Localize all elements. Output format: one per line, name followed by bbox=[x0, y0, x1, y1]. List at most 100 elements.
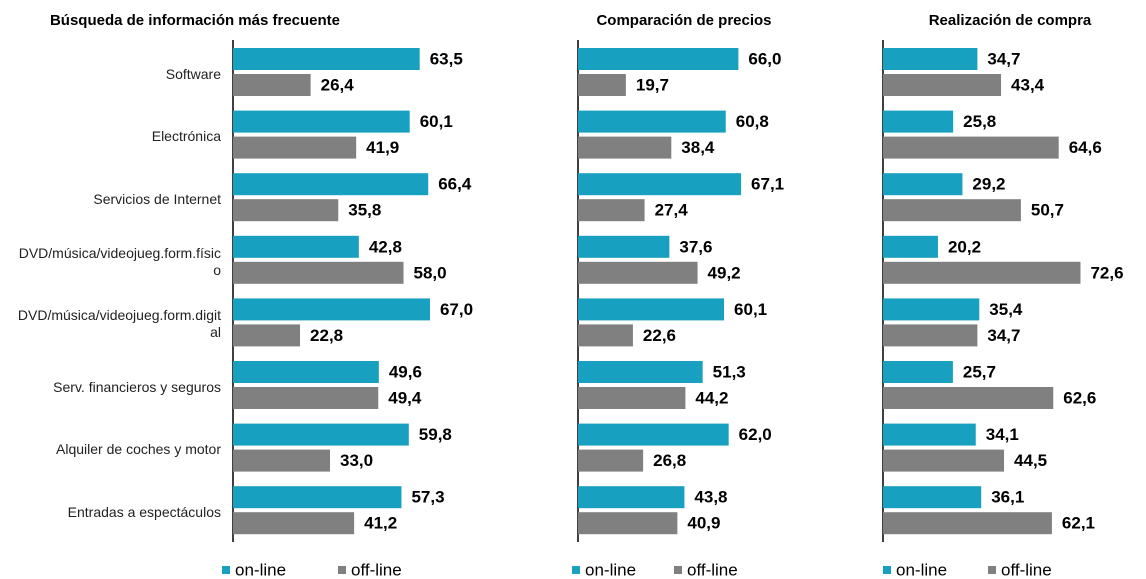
value-label: 22,6 bbox=[643, 326, 676, 345]
bar bbox=[233, 136, 357, 159]
bar bbox=[233, 261, 404, 284]
legend-label: off-line bbox=[351, 560, 402, 579]
value-label: 26,4 bbox=[321, 75, 355, 94]
bar bbox=[233, 74, 311, 96]
bar bbox=[578, 48, 739, 70]
bar bbox=[233, 298, 430, 321]
category-label: Servicios de Internet bbox=[93, 190, 221, 207]
value-label: 38,4 bbox=[681, 138, 715, 157]
value-label: 33,0 bbox=[340, 451, 373, 470]
value-label: 57,3 bbox=[411, 488, 444, 507]
value-label: 63,5 bbox=[430, 49, 463, 68]
value-label: 25,8 bbox=[963, 112, 996, 131]
bar bbox=[233, 361, 379, 383]
category-label: Software bbox=[165, 65, 221, 82]
bar bbox=[883, 486, 982, 509]
value-label: 37,6 bbox=[679, 237, 712, 256]
bar bbox=[883, 361, 953, 383]
bar bbox=[233, 48, 420, 70]
value-label: 34,7 bbox=[987, 326, 1020, 345]
value-label: 29,2 bbox=[972, 175, 1005, 194]
bar bbox=[883, 423, 976, 446]
legend-marker bbox=[338, 566, 346, 574]
bar bbox=[578, 298, 725, 321]
value-label: 26,8 bbox=[653, 451, 686, 470]
value-label: 64,6 bbox=[1069, 138, 1102, 157]
bar bbox=[883, 387, 1054, 409]
value-label: 59,8 bbox=[419, 425, 452, 444]
bar bbox=[233, 486, 402, 509]
value-label: 44,5 bbox=[1014, 451, 1047, 470]
value-label: 42,8 bbox=[369, 237, 402, 256]
bar bbox=[578, 235, 670, 258]
category-label: Serv. financieros y seguros bbox=[53, 378, 221, 395]
bar bbox=[883, 136, 1059, 159]
category-label: DVD/música/videojueg.form.digital bbox=[17, 307, 221, 341]
bar bbox=[578, 173, 742, 196]
bar bbox=[578, 387, 686, 409]
bar bbox=[578, 324, 633, 347]
value-label: 27,4 bbox=[655, 201, 689, 220]
value-label: 36,1 bbox=[991, 488, 1024, 507]
legend-label: on-line bbox=[235, 560, 286, 579]
category-label: Electrónica bbox=[151, 128, 221, 145]
bar bbox=[578, 423, 729, 446]
value-label: 40,9 bbox=[687, 514, 720, 533]
bar bbox=[233, 173, 429, 196]
bar bbox=[883, 173, 963, 196]
value-label: 35,8 bbox=[348, 201, 381, 220]
category-label: Entradas a espectáculos bbox=[67, 503, 221, 520]
bar bbox=[883, 110, 954, 133]
bar bbox=[883, 449, 1005, 472]
bar bbox=[233, 423, 409, 446]
value-label: 34,1 bbox=[986, 425, 1019, 444]
value-label: 66,0 bbox=[748, 49, 781, 68]
value-label: 44,2 bbox=[695, 388, 728, 407]
bar bbox=[233, 199, 339, 222]
value-label: 67,1 bbox=[751, 175, 784, 194]
bar bbox=[233, 387, 379, 409]
legend-label: on-line bbox=[585, 560, 636, 579]
legend-marker bbox=[883, 566, 891, 574]
chart-title: Comparación de precios bbox=[596, 12, 771, 29]
value-label: 43,8 bbox=[694, 488, 727, 507]
legend-label: off-line bbox=[687, 560, 738, 579]
bar bbox=[883, 512, 1052, 535]
value-label: 51,3 bbox=[713, 362, 746, 381]
category-label: Alquiler de coches y motor bbox=[56, 441, 221, 458]
bar bbox=[883, 298, 980, 321]
value-label: 49,2 bbox=[708, 263, 741, 282]
bar bbox=[233, 512, 355, 535]
bar bbox=[578, 261, 698, 284]
value-label: 60,1 bbox=[420, 112, 453, 131]
value-label: 43,4 bbox=[1011, 75, 1045, 94]
bar bbox=[233, 235, 359, 258]
value-label: 67,0 bbox=[440, 300, 473, 319]
value-label: 50,7 bbox=[1031, 201, 1064, 220]
legend-marker bbox=[222, 566, 230, 574]
legend-marker bbox=[674, 566, 682, 574]
bar bbox=[883, 199, 1021, 222]
value-label: 41,9 bbox=[366, 138, 399, 157]
value-label: 41,2 bbox=[364, 514, 397, 533]
chart-title: Realización de compra bbox=[929, 12, 1092, 29]
legend-label: on-line bbox=[896, 560, 947, 579]
legend-label: off-line bbox=[1001, 560, 1052, 579]
value-label: 60,1 bbox=[734, 300, 767, 319]
value-label: 20,2 bbox=[948, 237, 981, 256]
value-label: 62,1 bbox=[1062, 514, 1095, 533]
bar bbox=[578, 486, 685, 509]
value-label: 58,0 bbox=[414, 263, 447, 282]
value-label: 62,6 bbox=[1063, 388, 1096, 407]
value-label: 66,4 bbox=[438, 175, 472, 194]
value-label: 62,0 bbox=[739, 425, 772, 444]
legend-marker bbox=[988, 566, 996, 574]
bar bbox=[883, 324, 978, 347]
bar bbox=[233, 110, 410, 133]
bar bbox=[578, 512, 678, 535]
bar bbox=[578, 110, 726, 133]
bar bbox=[883, 235, 938, 258]
category-label: DVD/música/videojueg.form.físico bbox=[18, 244, 221, 278]
bar bbox=[883, 48, 978, 70]
